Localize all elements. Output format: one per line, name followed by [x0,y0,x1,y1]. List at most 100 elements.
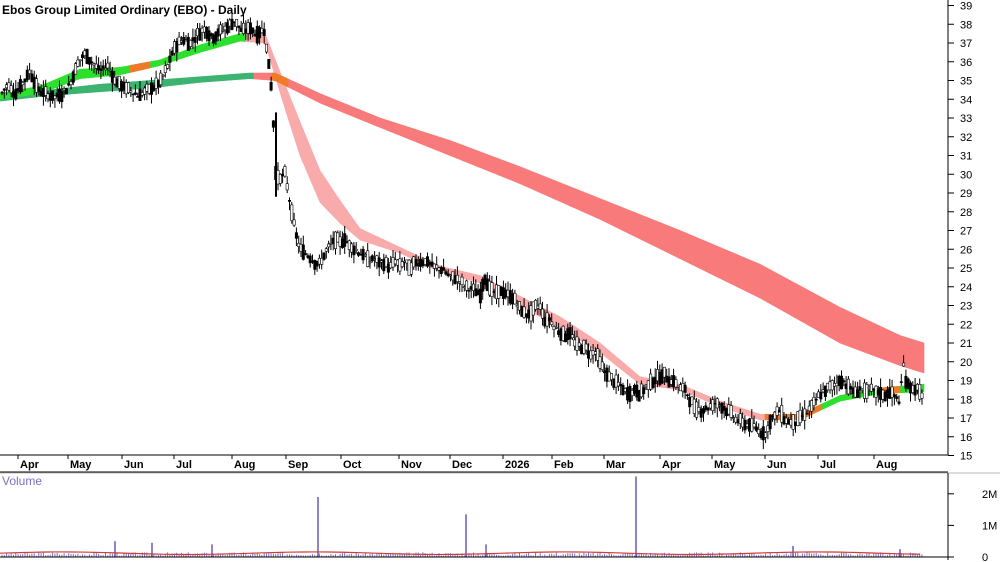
y-tick-label: 15 [960,451,972,463]
price-bar-body [481,279,485,292]
price-bar-body [106,62,110,69]
y-tick-label: 26 [960,244,972,256]
price-bar-body [69,81,73,86]
x-tick-label: Mar [606,459,626,471]
x-tick-label: May [70,459,92,471]
price-bar-body [327,243,331,248]
transition-segment [147,61,151,69]
price-bar-body [324,248,328,252]
price-bar-body [23,78,27,83]
price-bar-body [28,69,32,74]
price-bar-body [25,69,29,81]
price-bar-body [366,250,370,267]
price-bar-body [34,78,38,93]
price-bar-body [865,384,869,399]
price-bar-body [517,301,521,311]
y-tick-label: 34 [960,94,972,106]
price-bar-body [856,389,860,398]
y-tick-label: 30 [960,169,972,181]
price-bar-body [842,380,846,383]
x-tick-label: May [714,459,736,471]
price-bar-body [384,257,388,268]
y-tick-label: 39 [960,1,972,13]
price-bar-body [175,41,179,53]
price-bar-body [370,255,374,262]
price-bar-body [368,261,372,264]
y-tick-label: 35 [960,76,972,88]
price-bar-body [814,398,818,401]
y-axis-labels: 15 16 17 18 19 20 21 22 23 24 25 26 27 28 29 30 31 32 33 34… [948,1,972,463]
y-tick-label: 24 [960,282,972,294]
transition-segment [897,385,901,394]
price-bar-body [129,90,133,93]
price-bar-body [490,282,494,297]
price-bar-body [704,405,708,411]
y-tick-label: 29 [960,188,972,200]
price-bar-body [685,394,689,397]
y-tick-label: 37 [960,38,972,50]
x-tick-label: Jun [767,459,787,471]
x-tick-label: Aug [876,459,897,471]
price-bar-body [701,408,705,414]
price-bar-body [467,289,471,292]
price-bar-body [890,386,894,398]
price-bar-body [104,67,108,71]
price-bar-body [902,362,906,367]
price-bar-body [642,387,646,395]
price-bar-body [444,271,448,275]
price-bar-body [683,384,687,393]
price-bar-body [2,88,6,91]
y-tick-label: 36 [960,57,972,69]
price-bar-body [60,91,64,103]
price-bar-body [74,63,78,75]
price-bar-body [614,374,618,388]
price-bar-body [706,407,710,411]
y-tick-label: 22 [960,319,972,331]
price-bar-body [442,267,446,271]
price-bar-body [159,72,163,86]
price-bar-body [168,55,172,63]
price-bar-body [85,49,89,64]
price-bar-body [308,255,312,264]
price-bar-body [715,398,719,409]
price-bar-body [460,276,464,286]
price-bar-body [214,31,218,42]
price-bar-body [662,366,666,378]
price-bar-body [163,65,167,73]
price-bar-body [812,397,816,406]
price-bar-body [99,68,103,71]
price-bar-body [570,334,574,339]
price-bar-body [839,375,843,390]
price-bar-body [596,348,600,361]
price-bar-body [18,79,22,93]
price-bar-body [294,232,298,239]
price-bar-body [262,29,266,36]
price-bar-body [127,82,131,93]
y-tick-label: 27 [960,226,972,238]
price-bar-body [161,74,165,77]
price-bar-body [237,25,241,29]
price-bar-body [64,88,68,95]
x-tick-label: Jun [124,459,144,471]
price-bar-body [805,412,809,415]
price-bar-body [899,381,903,383]
price-bar-body [513,292,517,305]
price-bar-body [81,54,85,59]
price-bar-body [271,120,275,128]
price-bar-body [554,327,558,329]
average-bands [0,32,925,421]
price-bar-body [219,24,223,35]
price-bar-body [819,392,823,400]
long-term-band-segment [921,341,925,374]
price-bar-body [414,259,418,267]
y-tick-label: 31 [960,151,972,163]
price-bar-body [522,306,526,318]
volume-tick-label: 2M [982,489,997,501]
price-bar-body [51,90,55,101]
price-bar-body [409,262,413,275]
x-tick-label: Oct [343,459,362,471]
price-bar-body [189,39,193,47]
price-bar-body [823,385,827,397]
